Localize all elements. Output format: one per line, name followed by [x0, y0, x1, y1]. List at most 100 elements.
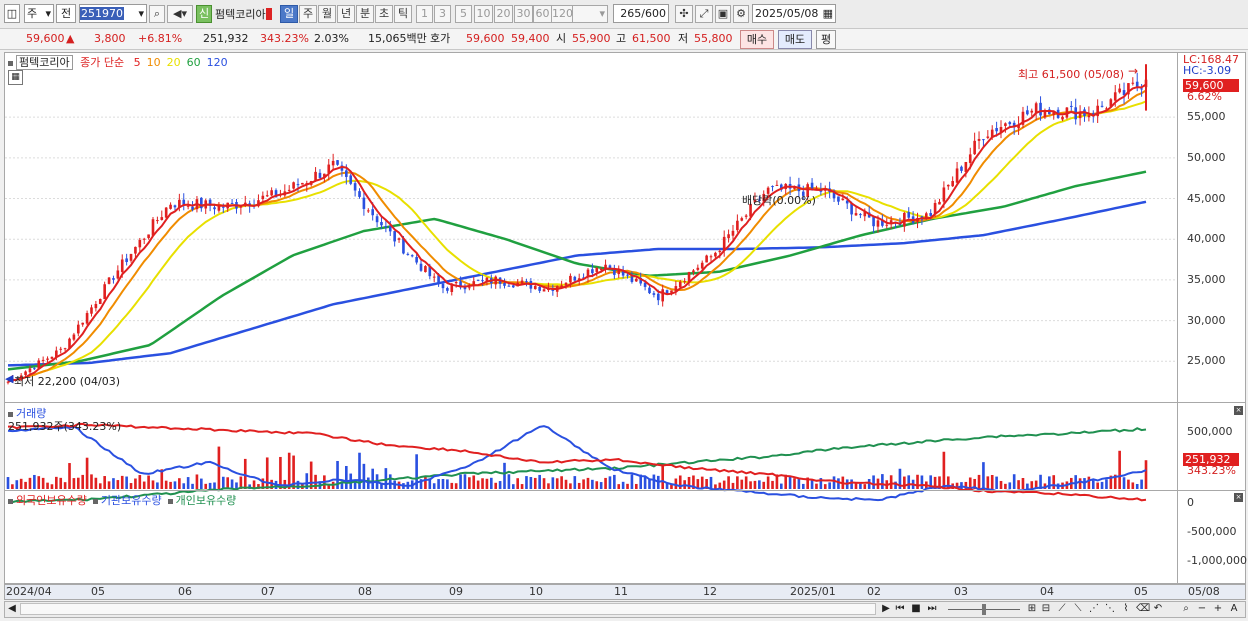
candle-body	[771, 186, 774, 188]
candle-body	[230, 202, 234, 204]
candle-body	[643, 282, 647, 287]
chart-area[interactable]	[4, 52, 1178, 584]
draw-tool-icon[interactable]: ⤢	[695, 5, 713, 23]
candle-body	[696, 267, 700, 270]
volume-bar	[643, 476, 647, 489]
interval-3[interactable]: 3	[434, 5, 451, 23]
tab-1[interactable]: 주	[299, 5, 317, 23]
new-button[interactable]: 신	[196, 5, 212, 23]
grid-toggle-icon[interactable]: ▦	[8, 70, 23, 85]
volume-bar	[19, 478, 23, 489]
zoom-out-icon[interactable]: −	[1197, 603, 1207, 614]
candle-body	[142, 238, 146, 240]
legend-square-icon	[167, 498, 173, 504]
tab-3[interactable]: 년	[337, 5, 355, 23]
candle-body	[41, 359, 45, 361]
ma120-line	[7, 200, 1147, 367]
interval-1[interactable]: 1	[416, 5, 433, 23]
zoom-slider-handle[interactable]	[982, 604, 986, 615]
interval-5[interactable]: 5	[455, 5, 472, 23]
interval-30[interactable]: 30	[514, 5, 533, 23]
prev-button[interactable]: 전	[56, 4, 76, 23]
chart-split-icon[interactable]: ⊞	[1027, 603, 1037, 614]
candle-body	[507, 285, 511, 287]
rewind-icon[interactable]: ⏮	[895, 603, 905, 614]
volume-bar	[503, 462, 506, 489]
holding-legend-1: 기관보유수량	[100, 494, 162, 507]
panel-close-icon[interactable]: ×	[1234, 406, 1243, 415]
volume-bar	[973, 478, 976, 489]
code-input[interactable]: 251970 ▾	[79, 4, 147, 23]
volume-bar	[604, 477, 607, 489]
draw-text-icon[interactable]: ⌇	[1123, 603, 1129, 614]
tab-6[interactable]: 틱	[394, 5, 412, 23]
speaker-icon[interactable]: ◀▾	[167, 5, 193, 23]
candle-body	[481, 280, 484, 282]
volume-bar	[955, 482, 959, 489]
volume-bar	[1026, 483, 1029, 489]
draw-channel-icon[interactable]: ⋰	[1089, 603, 1099, 614]
volume-bar	[217, 446, 221, 489]
volume-bar	[485, 478, 489, 489]
scroll-right-icon[interactable]: ▶	[882, 603, 890, 614]
window-icon[interactable]: ◫	[4, 4, 20, 23]
draw-line-icon[interactable]: ⟋	[1058, 603, 1066, 614]
save-icon[interactable]: ▣	[715, 5, 731, 23]
interval-60[interactable]: 60	[533, 5, 552, 23]
crosshair-icon[interactable]: ✣	[675, 5, 693, 23]
candle-body	[678, 281, 682, 288]
zoom-search-icon[interactable]: ⌕	[1183, 603, 1189, 614]
interval-20[interactable]: 20	[494, 5, 513, 23]
interval-120[interactable]: 120	[551, 5, 573, 23]
candle-body	[138, 239, 142, 248]
volume-bar	[134, 478, 137, 489]
fast-forward-icon[interactable]: ⏭	[927, 603, 937, 614]
volume-bar	[652, 474, 656, 489]
volume-bar	[129, 483, 133, 489]
candle-body	[1087, 115, 1091, 118]
tab-5[interactable]: 초	[375, 5, 393, 23]
volume-bar	[50, 484, 54, 489]
scrollbar-track[interactable]	[20, 603, 876, 615]
up-arrow-icon: ▲	[66, 32, 75, 45]
stop-icon[interactable]: ■	[911, 603, 921, 614]
panel-close-icon[interactable]: ×	[1234, 493, 1243, 502]
volume-bar	[68, 463, 71, 489]
volume-bar	[881, 474, 884, 489]
date-input[interactable]: 2025/05/08 ▦	[752, 4, 836, 23]
volume-bar	[542, 478, 546, 489]
tab-2[interactable]: 월	[318, 5, 336, 23]
volume-bar	[731, 482, 735, 489]
eval-button[interactable]: 평	[816, 30, 836, 49]
search-icon[interactable]: ⌕	[149, 5, 165, 23]
candle-body	[125, 258, 128, 263]
chart-overlay-icon[interactable]: ⊟	[1041, 603, 1051, 614]
font-size-icon[interactable]: A	[1230, 603, 1238, 614]
candle-body	[709, 256, 713, 258]
zoom-in-icon[interactable]: +	[1213, 603, 1223, 614]
candle-body	[375, 216, 379, 223]
chevron-down-icon: ▾	[45, 7, 51, 20]
candle-body	[872, 216, 875, 227]
erase-icon[interactable]: ⌫	[1136, 603, 1151, 614]
period-select[interactable]: 주 ▾	[24, 4, 54, 23]
candle-body	[1043, 111, 1047, 118]
candle-body	[191, 206, 194, 210]
volume-bar	[591, 479, 594, 489]
count-input[interactable]: 265/600	[613, 4, 669, 23]
scroll-left-icon[interactable]: ◀	[8, 603, 16, 614]
candle-body	[90, 307, 93, 314]
volume-bar	[362, 463, 366, 489]
draw-trend-icon[interactable]: ⟍	[1074, 603, 1082, 614]
interval-10[interactable]: 10	[474, 5, 493, 23]
draw-fib-icon[interactable]: ⋱	[1105, 603, 1115, 614]
tab-4[interactable]: 분	[356, 5, 374, 23]
buy-button[interactable]: 매수	[740, 30, 774, 49]
gear-icon[interactable]: ⚙	[733, 5, 749, 23]
volume-bar	[613, 474, 616, 489]
candle-body	[595, 267, 599, 272]
price-legend: 펌텍코리아 종가 단순 5 10 20 60 120	[8, 54, 228, 70]
sell-button[interactable]: 매도	[778, 30, 812, 49]
tab-0[interactable]: 일	[280, 5, 298, 23]
undo-icon[interactable]: ↶	[1153, 603, 1163, 614]
